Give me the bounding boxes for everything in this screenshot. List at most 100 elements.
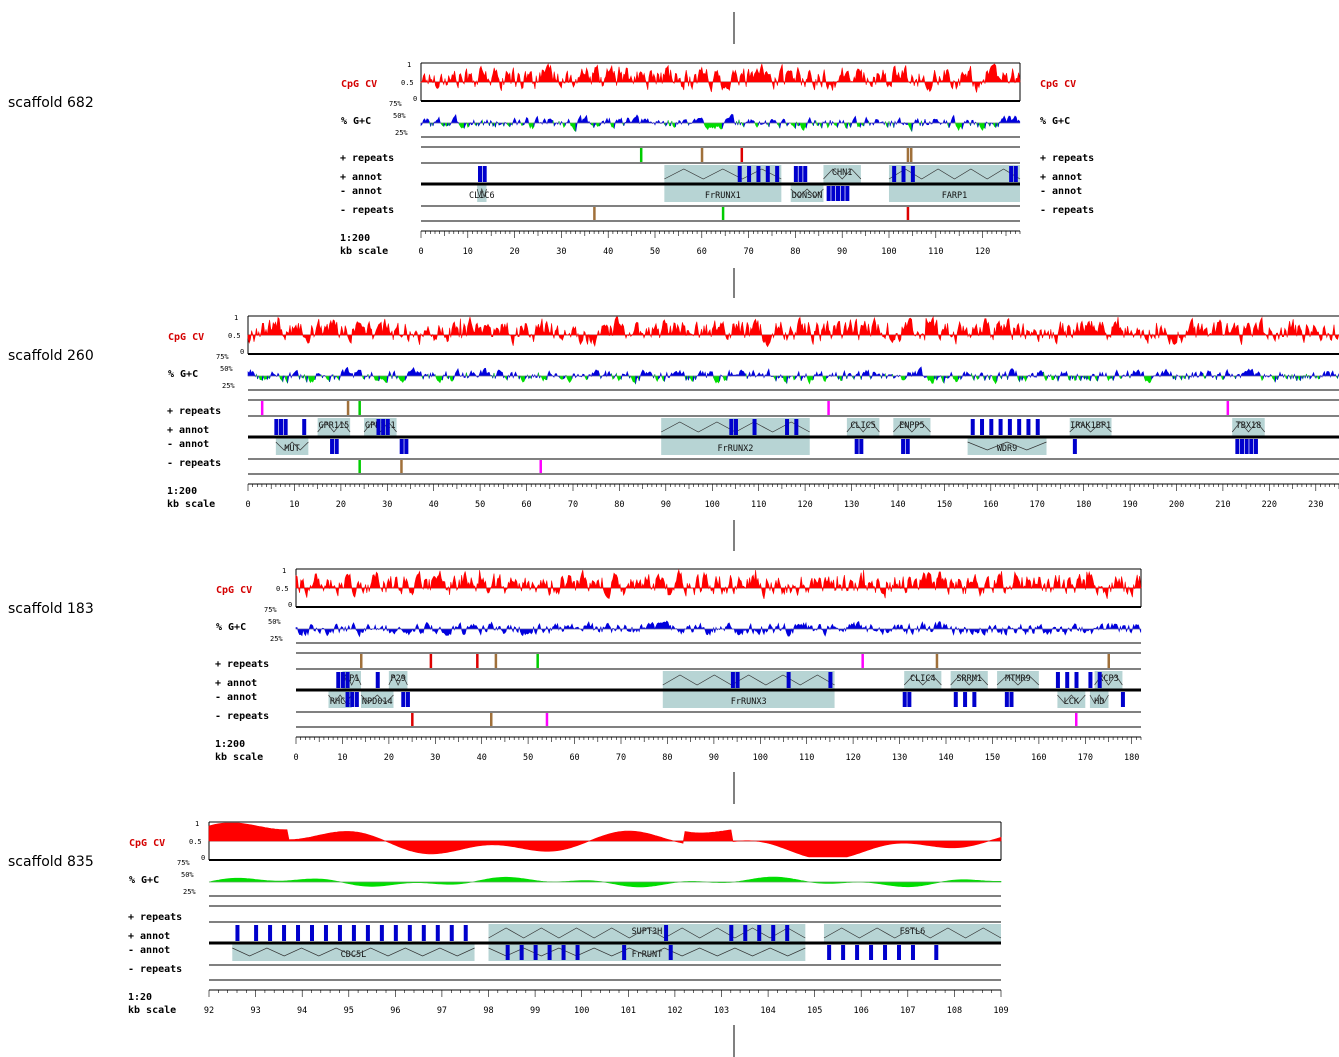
minus-repeats-label: - repeats bbox=[128, 964, 182, 975]
plus-exon bbox=[729, 419, 734, 435]
kb-scale-label: kb scale bbox=[215, 752, 263, 763]
kb-tick-label: 100 bbox=[881, 247, 896, 257]
minus-exon bbox=[354, 692, 359, 707]
minus-intron-line bbox=[476, 187, 487, 199]
kb-tick-label: 110 bbox=[751, 500, 766, 510]
gc-trace-segment bbox=[833, 122, 838, 129]
kb-scale-label: kb scale bbox=[167, 499, 215, 510]
plus-exon bbox=[989, 419, 994, 435]
gc-trace-segment bbox=[886, 373, 893, 379]
gc-trace-segment bbox=[553, 121, 560, 127]
minus-annot-label: - annot bbox=[215, 692, 257, 703]
kb-tick-label: 99 bbox=[530, 1006, 540, 1016]
gc-trace-segment bbox=[1144, 375, 1152, 384]
minus-repeat-mark bbox=[545, 713, 549, 726]
plus-repeats-label: + repeats bbox=[215, 659, 269, 670]
kb-tick-label: 130 bbox=[844, 500, 859, 510]
plus-repeat-mark bbox=[700, 148, 704, 162]
plus-intron-line bbox=[846, 421, 880, 433]
scaffold-name: scaffold 835 bbox=[8, 854, 94, 870]
gc-trace-segment bbox=[799, 122, 807, 131]
kb-tick-label: 130 bbox=[892, 753, 907, 763]
minus-repeat-mark bbox=[400, 460, 403, 473]
kb-tick-label: 120 bbox=[797, 500, 812, 510]
plus-exon bbox=[786, 672, 791, 688]
minus-intron-line bbox=[232, 947, 475, 957]
plus-repeat-mark bbox=[639, 148, 643, 162]
gc-trace-segment bbox=[837, 119, 845, 128]
gc-trace-segment bbox=[432, 116, 442, 127]
gc-trace-segment bbox=[299, 373, 303, 380]
gc-trace-segment bbox=[1090, 373, 1096, 381]
gc-trace-segment bbox=[507, 122, 511, 128]
plus-intron-line bbox=[342, 674, 362, 686]
gc-trace-segment bbox=[782, 375, 788, 385]
gene-label: CLIC6 bbox=[469, 191, 495, 201]
kb-tick-label: 60 bbox=[521, 500, 531, 510]
plus-annot-label: + annot bbox=[167, 425, 209, 436]
plus-exon bbox=[296, 925, 301, 941]
cpg-label: CpG CV bbox=[341, 79, 377, 90]
kb-tick-label: 40 bbox=[603, 247, 613, 257]
plus-repeats-label: + repeats bbox=[340, 153, 394, 164]
gc-trace-segment bbox=[1087, 375, 1091, 382]
gc-trace-segment bbox=[844, 122, 848, 130]
plus-exon bbox=[970, 419, 975, 435]
gc-trace-segment bbox=[900, 375, 906, 381]
gc-trace-segment bbox=[815, 120, 819, 127]
plus-exon bbox=[1026, 419, 1031, 435]
gc-trace-segment bbox=[1112, 369, 1120, 381]
gc-trace-segment bbox=[786, 375, 789, 384]
gc-trace-segment bbox=[746, 368, 774, 379]
kb-tick-label: 30 bbox=[430, 753, 440, 763]
minus-gene-box bbox=[275, 438, 309, 455]
plus-intron-line bbox=[950, 674, 989, 686]
kb-tick-label: 120 bbox=[845, 753, 860, 763]
gc-trace-segment bbox=[587, 369, 600, 380]
minus-exon bbox=[401, 692, 406, 707]
minus-repeats-label-right: - repeats bbox=[1040, 205, 1094, 216]
kb-tick-label: 210 bbox=[1215, 500, 1230, 510]
gene-label: SRRM1 bbox=[956, 674, 982, 684]
plus-exon bbox=[375, 672, 380, 688]
gc-trace-segment bbox=[689, 375, 694, 382]
minus-exon bbox=[404, 439, 409, 454]
gc-trace-segment bbox=[1292, 373, 1296, 379]
gc-trace-segment bbox=[794, 370, 801, 380]
gc-trace-segment bbox=[960, 371, 972, 381]
kb-tick-label: 110 bbox=[799, 753, 814, 763]
kb-tick-label: 93 bbox=[250, 1006, 260, 1016]
gc-trace-segment bbox=[905, 366, 928, 379]
gc-trace-segment bbox=[635, 375, 639, 384]
kb-tick-label: 96 bbox=[390, 1006, 400, 1016]
minus-repeat-mark bbox=[539, 460, 542, 473]
minus-exon bbox=[1244, 439, 1249, 454]
gc-trace-segment bbox=[441, 122, 445, 127]
plus-repeats-label-right: + repeats bbox=[1040, 153, 1094, 164]
plus-exon bbox=[747, 166, 752, 182]
plus-exon bbox=[729, 925, 734, 941]
gc-trace-segment bbox=[420, 118, 430, 127]
gc-trace-segment bbox=[522, 116, 530, 126]
gene-label: FrRUNX3 bbox=[731, 697, 767, 707]
gc-trace-segment bbox=[1297, 375, 1301, 382]
gc-trace-segment bbox=[941, 375, 945, 384]
minus-gene-box bbox=[1057, 691, 1086, 708]
gene-label: NPD014 bbox=[362, 697, 393, 707]
kb-tick-label: 40 bbox=[477, 753, 487, 763]
gc-trace-segment bbox=[695, 369, 714, 380]
minus-exon bbox=[622, 945, 627, 960]
scaffold-835-track: scaffold 835 CpG CV % G+C + repeats + an… bbox=[8, 820, 1009, 1016]
gc-trace-segment bbox=[721, 113, 737, 129]
gc-trace-segment bbox=[1188, 370, 1204, 380]
kb-tick-label: 0 bbox=[418, 247, 423, 257]
gc-trace-segment bbox=[1026, 370, 1044, 379]
plus-repeat-mark bbox=[935, 654, 939, 668]
minus-exon bbox=[901, 439, 906, 454]
plus-intron-line bbox=[823, 168, 862, 180]
kb-tick-label: 95 bbox=[344, 1006, 354, 1016]
plus-exon bbox=[376, 419, 381, 435]
gc-trace-segment bbox=[971, 373, 975, 382]
cpg-trace bbox=[208, 822, 1002, 858]
